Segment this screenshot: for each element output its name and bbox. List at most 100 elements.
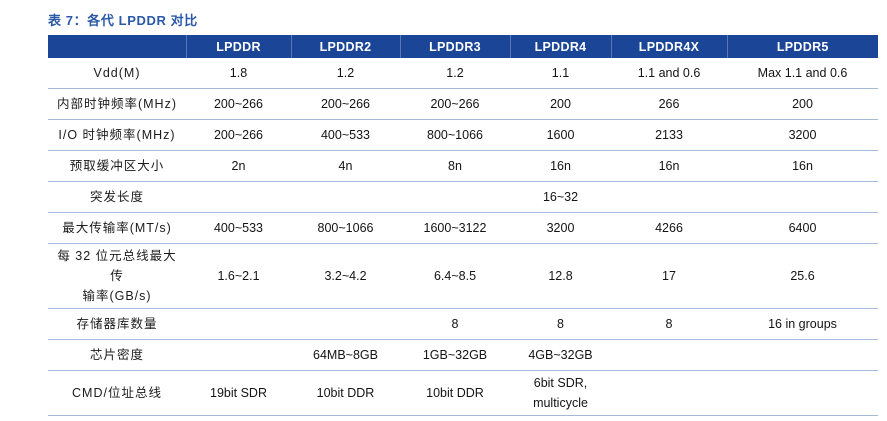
cell: 1.8 bbox=[186, 58, 291, 89]
table-row: 最大传输率(MT/s) 400~533 800~1066 1600~3122 3200 4… bbox=[48, 212, 878, 244]
row-label: 存储器库数量 bbox=[48, 308, 186, 340]
cell: 3200 bbox=[727, 119, 878, 151]
cell: 1.2 bbox=[291, 58, 400, 89]
cell: 1600~3122 bbox=[400, 212, 510, 244]
cell bbox=[291, 181, 400, 213]
row-label: 预取缓冲区大小 bbox=[48, 150, 186, 182]
table-body: Vdd(M) 1.8 1.2 1.2 1.1 1.1 and 0.6 Max 1.1 and… bbox=[48, 58, 878, 421]
table-row: Vdd(M) 1.8 1.2 1.2 1.1 1.1 and 0.6 Max 1.1 and… bbox=[48, 58, 878, 89]
column-header-lpddr5: LPDDR5 bbox=[726, 35, 878, 58]
cell: 800~1066 bbox=[291, 212, 400, 244]
column-header-blank bbox=[48, 35, 186, 58]
cell: 32 bbox=[400, 415, 510, 421]
row-label: 内部时钟频率(MHz) bbox=[48, 88, 186, 120]
table-header: LPDDR LPDDR2 LPDDR3 LPDDR4 LPDDR4X LPDDR5 bbox=[48, 35, 878, 58]
cell: 1600 bbox=[510, 119, 611, 151]
cell: 1GB~32GB bbox=[400, 339, 510, 371]
cell: 16n bbox=[510, 150, 611, 182]
cell: 64MB~8GB bbox=[291, 339, 400, 371]
table-row: 内部时钟频率(MHz) 200~266 200~266 200~266 200 266 20… bbox=[48, 88, 878, 120]
row-label: 通道频宽 bbox=[48, 415, 186, 421]
cell bbox=[186, 181, 291, 213]
cell: 16n bbox=[727, 150, 878, 182]
cell: 8 bbox=[611, 308, 727, 340]
cell: 800~1066 bbox=[400, 119, 510, 151]
cell: 200 bbox=[510, 88, 611, 120]
column-header-lpddr3: LPDDR3 bbox=[399, 35, 510, 58]
lpddr-comparison-table: LPDDR LPDDR2 LPDDR3 LPDDR4 LPDDR4X LPDDR5 Vdd… bbox=[48, 35, 878, 421]
table-row: 每 32 位元总线最大传 输率(GB/s) 1.6~2.1 3.2~4.2 6.4~8… bbox=[48, 243, 878, 309]
cell: 16n bbox=[611, 150, 727, 182]
cell: 8 bbox=[400, 308, 510, 340]
cell: 1.2 bbox=[400, 58, 510, 89]
table-row: 突发长度 16~32 bbox=[48, 181, 878, 213]
cell bbox=[186, 339, 291, 371]
row-label: 最大传输率(MT/s) bbox=[48, 212, 186, 244]
cell bbox=[727, 370, 878, 416]
row-label: I/O 时钟频率(MHz) bbox=[48, 119, 186, 151]
cell: 25.6 bbox=[727, 243, 878, 309]
cell: 200~266 bbox=[291, 88, 400, 120]
cell: 32 bbox=[291, 415, 400, 421]
cell: 1.1 and 0.6 bbox=[611, 58, 727, 89]
cell: 1*16 bbox=[727, 415, 878, 421]
cell: 400~533 bbox=[291, 119, 400, 151]
cell: 3.2~4.2 bbox=[291, 243, 400, 309]
table-row: CMD/位址总线 19bit SDR 10bit DDR 10bit DDR 6bit … bbox=[48, 370, 878, 416]
cell: 12.8 bbox=[510, 243, 611, 309]
cell: 2n bbox=[186, 150, 291, 182]
cell: 400~533 bbox=[186, 212, 291, 244]
cell bbox=[611, 181, 727, 213]
header-row: LPDDR LPDDR2 LPDDR3 LPDDR4 LPDDR4X LPDDR5 bbox=[48, 35, 878, 58]
cell bbox=[727, 339, 878, 371]
cell: 10bit DDR bbox=[291, 370, 400, 416]
cell bbox=[611, 370, 727, 416]
cell: 2*16 bbox=[510, 415, 611, 421]
cell: 17 bbox=[611, 243, 727, 309]
cell: 6bit SDR, multicycle bbox=[510, 370, 611, 416]
cell: 6400 bbox=[727, 212, 878, 244]
row-label: CMD/位址总线 bbox=[48, 370, 186, 416]
cell bbox=[727, 181, 878, 213]
table-title: 表 7：各代 LPDDR 对比 bbox=[48, 13, 198, 28]
cell: 19bit SDR bbox=[186, 370, 291, 416]
cell: 200~266 bbox=[400, 88, 510, 120]
column-header-lpddr2: LPDDR2 bbox=[290, 35, 400, 58]
cell bbox=[291, 308, 400, 340]
table-row: 存储器库数量 8 8 8 16 in groups bbox=[48, 308, 878, 340]
table-row: 预取缓冲区大小 2n 4n 8n 16n 16n 16n bbox=[48, 150, 878, 182]
cell: 4n bbox=[291, 150, 400, 182]
row-label: Vdd(M) bbox=[48, 58, 186, 89]
cell: 10bit DDR bbox=[400, 370, 510, 416]
cell bbox=[611, 339, 727, 371]
table-row: 通道频宽3232322*1616 or 2*161*16 bbox=[48, 415, 878, 421]
cell bbox=[400, 181, 510, 213]
row-label: 每 32 位元总线最大传 输率(GB/s) bbox=[48, 243, 186, 309]
cell: 16~32 bbox=[510, 181, 611, 213]
cell: 32 bbox=[186, 415, 291, 421]
cell: 200 bbox=[727, 88, 878, 120]
table-row: 芯片密度 64MB~8GB 1GB~32GB 4GB~32GB bbox=[48, 339, 878, 371]
row-label: 芯片密度 bbox=[48, 339, 186, 371]
column-header-lpddr4: LPDDR4 bbox=[509, 35, 611, 58]
cell bbox=[186, 308, 291, 340]
cell: 3200 bbox=[510, 212, 611, 244]
cell: 16 or 2*16 bbox=[611, 415, 727, 421]
table-row: I/O 时钟频率(MHz) 200~266 400~533 800~1066 1600 2… bbox=[48, 119, 878, 151]
cell: 8n bbox=[400, 150, 510, 182]
cell: 200~266 bbox=[186, 88, 291, 120]
cell: 266 bbox=[611, 88, 727, 120]
cell: 200~266 bbox=[186, 119, 291, 151]
cell: Max 1.1 and 0.6 bbox=[727, 58, 878, 89]
cell: 2133 bbox=[611, 119, 727, 151]
cell: 4GB~32GB bbox=[510, 339, 611, 371]
column-header-lpddr: LPDDR bbox=[185, 35, 291, 58]
cell: 6.4~8.5 bbox=[400, 243, 510, 309]
cell: 4266 bbox=[611, 212, 727, 244]
column-header-lpddr4x: LPDDR4X bbox=[610, 35, 727, 58]
row-label: 突发长度 bbox=[48, 181, 186, 213]
cell: 16 in groups bbox=[727, 308, 878, 340]
cell: 8 bbox=[510, 308, 611, 340]
cell: 1.1 bbox=[510, 58, 611, 89]
